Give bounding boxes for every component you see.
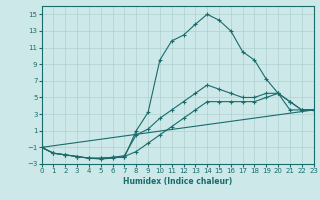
X-axis label: Humidex (Indice chaleur): Humidex (Indice chaleur) xyxy=(123,177,232,186)
